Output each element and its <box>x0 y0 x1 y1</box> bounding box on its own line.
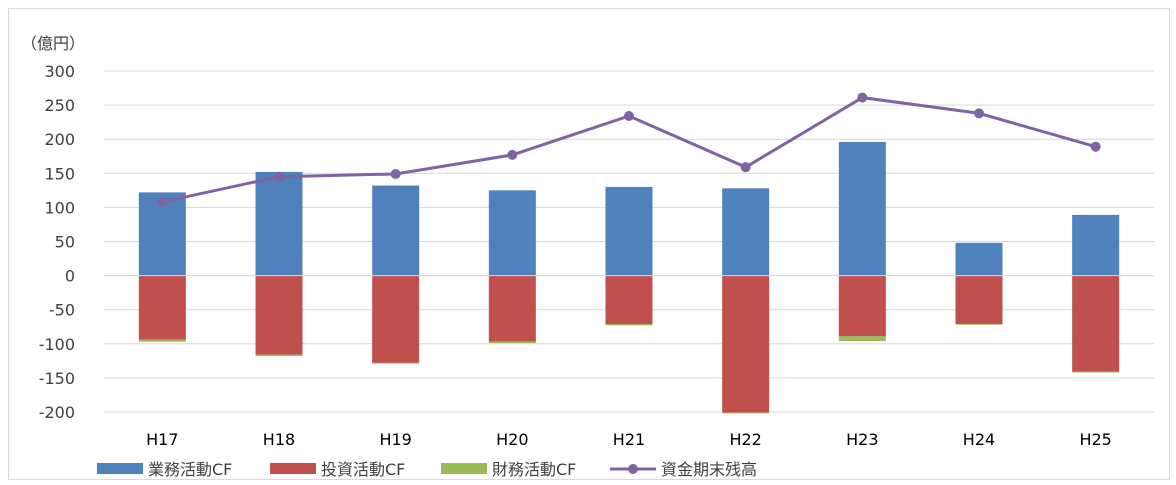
bar <box>605 186 653 276</box>
x-tick-label: H23 <box>846 430 878 449</box>
x-tick-label: H18 <box>263 430 295 449</box>
line-point <box>390 168 401 179</box>
y-unit-label: （億円） <box>21 34 85 53</box>
bar <box>838 336 886 342</box>
y-tick-label: 150 <box>44 164 75 183</box>
y-tick-label: -200 <box>39 403 75 422</box>
x-tick-label: H22 <box>729 430 761 449</box>
line-point <box>740 162 751 173</box>
bar <box>955 275 1003 325</box>
y-tick-label: -150 <box>39 369 75 388</box>
y-tick-label: -50 <box>49 301 75 320</box>
legend-item: 財務活動CF <box>441 460 576 479</box>
bar <box>605 324 653 326</box>
legend-swatch <box>97 463 143 474</box>
legend-item: 資金期末残高 <box>610 460 757 479</box>
legend-label: 財務活動CF <box>492 460 576 479</box>
x-tick-label: H25 <box>1079 430 1111 449</box>
y-tick-label: 50 <box>55 233 75 252</box>
bar <box>372 185 420 276</box>
bar <box>488 275 536 342</box>
legend-item: 投資活動CF <box>270 460 405 479</box>
line-series <box>157 92 1101 207</box>
bar <box>372 275 420 363</box>
bar <box>255 275 303 355</box>
legend-swatch <box>270 463 316 474</box>
bar <box>138 275 186 340</box>
bar <box>838 141 886 276</box>
bar <box>722 412 770 414</box>
x-tick-label: H20 <box>496 430 528 449</box>
x-tick-label: H17 <box>146 430 178 449</box>
bar <box>255 354 303 357</box>
legend-swatch-marker <box>628 464 638 474</box>
y-tick-label: 100 <box>44 198 75 217</box>
bar <box>488 190 536 276</box>
y-tick-label: 0 <box>65 267 75 286</box>
line-point <box>624 111 634 122</box>
bar <box>372 362 420 364</box>
x-tick-label: H24 <box>963 430 995 449</box>
line-point <box>857 92 868 103</box>
legend-label: 業務活動CF <box>148 460 232 479</box>
line-point <box>274 171 284 182</box>
bar <box>138 339 186 342</box>
y-tick-label: -100 <box>39 335 75 354</box>
legend-swatch <box>441 463 487 474</box>
legend-item: 業務活動CF <box>97 460 232 479</box>
bar <box>1072 371 1120 373</box>
bar <box>1072 275 1120 372</box>
y-tick-label: 300 <box>44 62 75 81</box>
bar <box>722 275 770 413</box>
bar <box>838 275 886 337</box>
x-axis: H17 H18 H19 H20 H21 H22 H23 H24 H25 <box>146 430 1112 449</box>
chart-frame: （億円） 300 250 200 150 100 50 0 -50 -100 -150 -200 H… <box>8 8 1170 480</box>
x-tick-label: H21 <box>613 430 645 449</box>
y-tick-label: 200 <box>44 130 75 149</box>
bar <box>488 341 536 344</box>
x-tick-label: H19 <box>379 430 411 449</box>
line-point <box>157 196 168 207</box>
cash-flow-chart: （億円） 300 250 200 150 100 50 0 -50 -100 -150 -200 H… <box>21 34 1154 479</box>
bar <box>722 188 770 276</box>
legend: 業務活動CF 投資活動CF 財務活動CF 資金期末残高 <box>97 460 757 479</box>
bar <box>255 171 303 276</box>
bar <box>955 324 1003 325</box>
y-axis: 300 250 200 150 100 50 0 -50 -100 -150 -200 <box>39 62 75 422</box>
line-point <box>1090 141 1101 152</box>
bar <box>605 275 653 325</box>
legend-label: 投資活動CF <box>321 460 405 479</box>
legend-label: 資金期末残高 <box>661 460 757 479</box>
bars <box>138 141 1120 414</box>
line-point <box>507 149 518 160</box>
y-tick-label: 250 <box>44 96 75 115</box>
bar <box>955 242 1003 276</box>
bar <box>1072 214 1120 276</box>
line-point <box>974 108 984 119</box>
